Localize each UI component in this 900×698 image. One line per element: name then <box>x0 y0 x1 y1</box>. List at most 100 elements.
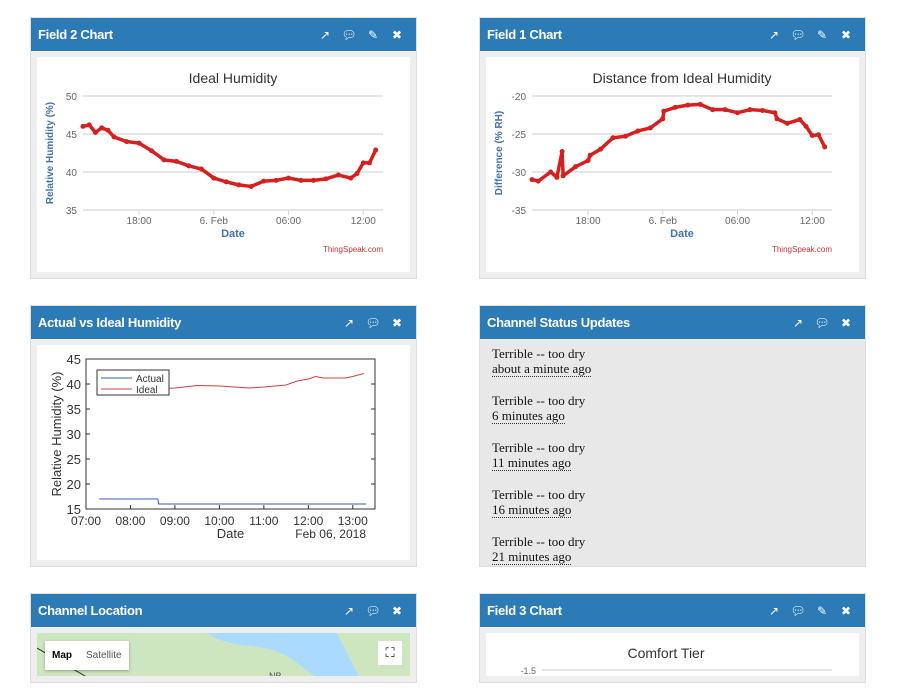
panel-title: Actual vs Ideal Humidity <box>38 315 182 330</box>
data-point <box>809 133 815 139</box>
x-tick-label: 07:00 <box>71 514 101 528</box>
status-time-link[interactable]: 11 minutes ago <box>492 455 571 471</box>
close-icon[interactable]: ✖ <box>840 603 852 618</box>
data-point <box>797 117 803 123</box>
data-point <box>323 176 329 182</box>
comment-icon[interactable]: 💬︎ <box>341 27 357 42</box>
close-icon[interactable]: ✖ <box>391 603 403 618</box>
status-text: Terrible -- too dry <box>492 346 586 361</box>
fullscreen-icon[interactable]: ⛶ <box>378 641 402 665</box>
data-point <box>529 177 535 183</box>
status-time-link[interactable]: about a minute ago <box>492 361 592 377</box>
data-point <box>261 178 267 184</box>
close-icon[interactable]: ✖ <box>840 27 852 42</box>
x-tick-label: 08:00 <box>115 514 145 528</box>
channel-location-panel: Channel Location ↗ 💬︎ ✖ Map Satellite ⛶ NB <box>30 593 417 683</box>
y-tick-label: -1.5 <box>520 666 536 676</box>
external-link-icon[interactable]: ↗ <box>768 27 780 42</box>
satellite-button[interactable]: Satellite <box>86 650 122 661</box>
status-time-link[interactable]: 21 minutes ago <box>492 549 572 565</box>
comment-icon[interactable]: 💬︎ <box>365 603 381 618</box>
panel-header: Actual vs Ideal Humidity ↗ 💬︎ ✖ <box>31 306 416 339</box>
status-time-link[interactable]: 16 minutes ago <box>492 502 572 518</box>
pencil-icon[interactable]: ✎ <box>816 27 828 42</box>
comment-icon[interactable]: 💬︎ <box>814 315 830 330</box>
data-point <box>335 172 341 178</box>
external-link-icon[interactable]: ↗ <box>343 315 355 330</box>
comment-icon[interactable]: 💬︎ <box>790 27 806 42</box>
panel-title: Field 2 Chart <box>38 27 113 42</box>
data-point <box>273 177 279 183</box>
data-point <box>198 166 204 172</box>
x-tick-label: 11:00 <box>249 514 278 528</box>
close-icon[interactable]: ✖ <box>391 315 403 330</box>
y-tick-label: 20 <box>67 477 81 492</box>
comment-icon[interactable]: 💬︎ <box>790 603 806 618</box>
x-tick-label: 09:00 <box>160 514 190 528</box>
status-update: Terrible -- too dry 11 minutes ago <box>492 440 853 471</box>
y-tick-label: 15 <box>67 502 81 517</box>
y-tick-label: 40 <box>66 168 78 179</box>
data-point <box>535 178 541 184</box>
status-update: Terrible -- too dry about a minute ago <box>492 346 853 377</box>
x-tick-label: 06:00 <box>276 216 301 227</box>
x-tick-label: 6. Feb <box>200 216 229 227</box>
external-link-icon[interactable]: ↗ <box>319 27 331 42</box>
series-line-ideal <box>99 373 365 390</box>
panel-title: Field 1 Chart <box>487 27 562 42</box>
chart-title: Distance from Ideal Humidity <box>593 70 772 86</box>
data-point <box>735 110 741 116</box>
data-point <box>348 175 354 181</box>
data-point <box>747 107 753 113</box>
map[interactable]: Map Satellite ⛶ NB <box>37 633 410 676</box>
x-tick-label: 12:00 <box>293 514 323 528</box>
data-point <box>647 125 653 131</box>
data-point <box>559 148 565 154</box>
y-tick-label: 45 <box>67 352 81 367</box>
external-link-icon[interactable]: ↗ <box>792 315 804 330</box>
legend-box <box>96 369 170 396</box>
data-point <box>772 110 778 116</box>
close-icon[interactable]: ✖ <box>391 27 403 42</box>
data-point <box>149 148 155 154</box>
pencil-icon[interactable]: ✎ <box>816 603 828 618</box>
x-tick-label: 10:00 <box>204 514 234 528</box>
y-tick-label: -20 <box>512 92 527 103</box>
pencil-icon[interactable]: ✎ <box>367 27 379 42</box>
data-point <box>816 132 822 138</box>
y-tick-label: 40 <box>67 377 81 392</box>
data-point <box>585 158 591 164</box>
y-tick-label: -35 <box>512 206 527 217</box>
data-point <box>685 102 691 108</box>
actual-vs-ideal-panel: Actual vs Ideal Humidity ↗ 💬︎ ✖ 15 20 25 30 35… <box>30 305 417 567</box>
data-point <box>672 104 678 110</box>
status-text: Terrible -- too dry <box>492 393 586 408</box>
x-tick-label: 12:00 <box>800 216 825 227</box>
status-text: Terrible -- too dry <box>492 440 586 455</box>
data-point <box>373 147 379 153</box>
external-link-icon[interactable]: ↗ <box>343 603 355 618</box>
legend-label: Ideal <box>136 385 158 396</box>
data-point <box>86 122 92 128</box>
data-point <box>236 182 242 188</box>
x-axis-label: Date <box>221 228 245 240</box>
y-axis-label: Difference (% RH) <box>494 111 505 195</box>
data-point <box>367 160 373 166</box>
x-axis-date-label: Feb 06, 2018 <box>295 527 366 541</box>
status-time-link[interactable]: 6 minutes ago <box>492 408 565 424</box>
close-icon[interactable]: ✖ <box>840 315 852 330</box>
panel-title: Channel Location <box>38 603 143 618</box>
data-point <box>186 163 192 169</box>
data-point <box>111 134 117 140</box>
y-tick-label: 35 <box>67 402 81 417</box>
comment-icon[interactable]: 💬︎ <box>365 315 381 330</box>
external-link-icon[interactable]: ↗ <box>768 603 780 618</box>
data-point <box>759 107 765 113</box>
x-axis-label: Date <box>670 228 694 240</box>
data-point <box>635 128 641 134</box>
data-point <box>310 177 316 183</box>
data-point <box>92 129 98 135</box>
data-point <box>784 120 790 126</box>
map-button[interactable]: Map <box>52 650 72 661</box>
panel-header: Channel Status Updates ↗ 💬︎ ✖ <box>480 306 865 339</box>
